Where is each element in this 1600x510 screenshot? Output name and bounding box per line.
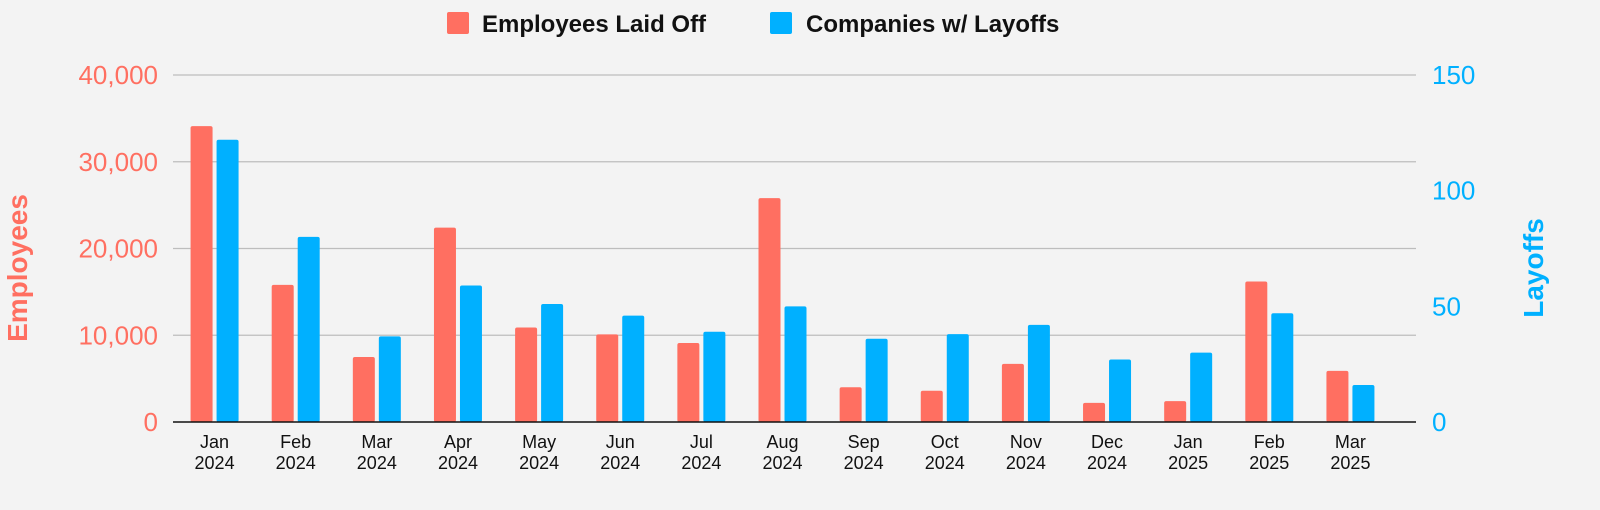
bar-employees-laid-off (839, 387, 862, 422)
bar-companies-with-layoffs (784, 306, 807, 422)
y-tick-label-left: 20,000 (78, 234, 158, 264)
bar-employees-laid-off (433, 227, 456, 422)
y-axis-title-employees: Employees (2, 194, 33, 342)
bar-companies-with-layoffs (1109, 359, 1132, 422)
x-tick-label: Mar 2025 (1330, 432, 1370, 473)
bar-companies-with-layoffs (1190, 352, 1213, 422)
y-tick-label-left: 0 (144, 407, 158, 437)
bar-employees-laid-off (1083, 402, 1106, 422)
y-tick-label-left: 30,000 (78, 147, 158, 177)
x-tick-label: Sep 2024 (844, 432, 884, 473)
y-tick-label-left: 10,000 (78, 320, 158, 350)
x-tick-label: Aug 2024 (762, 432, 802, 473)
bar-employees-laid-off (1001, 363, 1024, 422)
bar-employees-laid-off (758, 198, 781, 422)
bar-companies-with-layoffs (541, 304, 564, 422)
bar-employees-laid-off (677, 343, 700, 422)
grid-lines (173, 74, 1416, 336)
axes: 0 10,000 20,000 30,000 40,000 0 50 100 150 Jan 202… (78, 60, 1475, 473)
bar-companies-with-layoffs (1352, 384, 1375, 422)
bar-companies-with-layoffs (622, 315, 645, 422)
y-tick-label-right: 0 (1432, 407, 1446, 437)
bar-companies-with-layoffs (459, 285, 482, 422)
x-tick-label: Jan 2025 (1168, 432, 1208, 473)
x-tick-label: Jan 2024 (195, 432, 235, 473)
y-tick-label-right: 150 (1432, 60, 1475, 90)
legend: Employees Laid Off Companies w/ Layoffs (447, 11, 1059, 38)
x-tick-label: May 2024 (519, 432, 559, 473)
x-tick-label: Jul 2024 (681, 432, 721, 473)
bar-employees-laid-off (190, 126, 213, 423)
bar-employees-laid-off (271, 284, 294, 422)
x-tick-label: Oct 2024 (925, 432, 965, 473)
bar-employees-laid-off (1326, 370, 1349, 422)
legend-swatch-companies (770, 12, 792, 34)
y-tick-label-left: 40,000 (78, 60, 158, 90)
x-tick-label: Feb 2024 (276, 432, 316, 473)
bar-employees-laid-off (352, 356, 375, 422)
x-tick-label: Apr 2024 (438, 432, 478, 473)
bar-employees-laid-off (1245, 281, 1268, 422)
bar-employees-laid-off (920, 390, 943, 422)
bar-companies-with-layoffs (1271, 313, 1294, 422)
bar-companies-with-layoffs (703, 331, 726, 422)
x-tick-label: Jun 2024 (600, 432, 640, 473)
x-tick-label: Nov 2024 (1006, 432, 1046, 473)
bar-employees-laid-off (596, 334, 619, 422)
bar-companies-with-layoffs (378, 336, 401, 422)
bar-companies-with-layoffs (946, 334, 969, 422)
x-tick-label: Mar 2024 (357, 432, 397, 473)
bar-companies-with-layoffs (297, 236, 320, 422)
bar-companies-with-layoffs (865, 338, 888, 422)
legend-label-companies: Companies w/ Layoffs (806, 11, 1059, 38)
bar-employees-laid-off (1164, 401, 1187, 422)
x-tick-label: Dec 2024 (1087, 432, 1127, 473)
legend-swatch-employees (447, 12, 469, 34)
bar-companies-with-layoffs (216, 139, 239, 423)
bar-companies-with-layoffs (1027, 324, 1050, 422)
y-tick-label-right: 50 (1432, 291, 1461, 321)
bars (190, 126, 1375, 423)
legend-label-employees: Employees Laid Off (482, 11, 707, 38)
x-tick-label: Feb 2025 (1249, 432, 1289, 473)
y-axis-title-layoffs: Layoffs (1518, 218, 1549, 318)
bar-employees-laid-off (515, 327, 538, 422)
y-tick-label-right: 100 (1432, 176, 1475, 206)
